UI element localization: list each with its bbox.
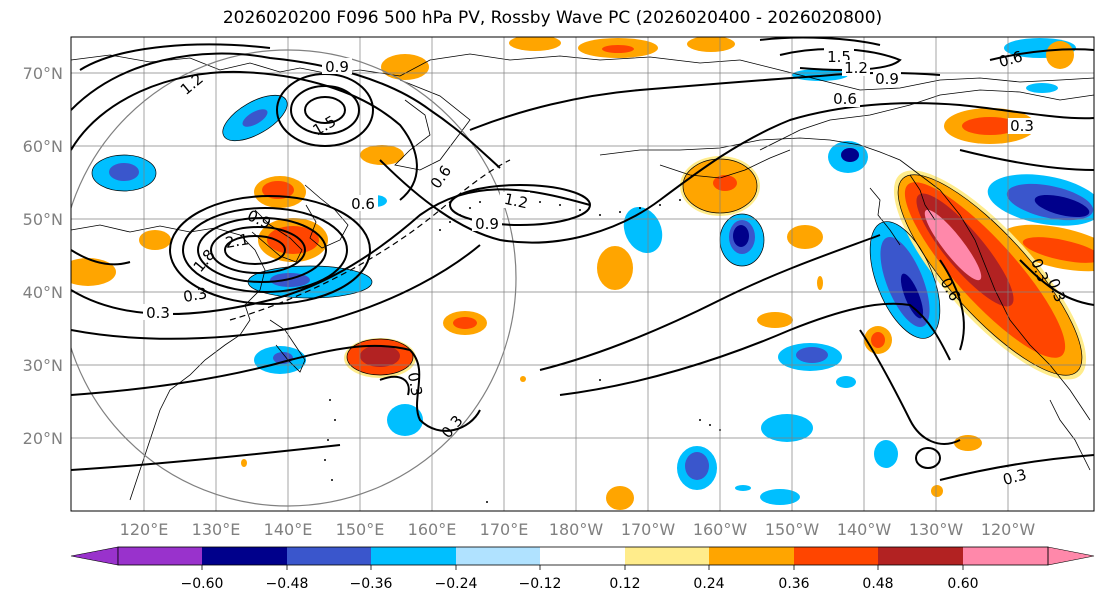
lat-label: 20°N [23, 429, 63, 448]
colorbar-tick-label: −0.12 [519, 576, 562, 592]
lat-label: 60°N [23, 137, 63, 156]
colorbar-tick-label: −0.36 [350, 576, 393, 592]
lon-label: 160°E [408, 520, 457, 539]
lon-label: 150°E [336, 520, 385, 539]
colorbar-tick-label: 0.24 [693, 576, 724, 592]
colorbar-tick-label: −0.60 [181, 576, 224, 592]
contour-label: 0.6 [997, 47, 1025, 71]
lat-label: 30°N [23, 356, 63, 375]
contour-label: 1.2 [844, 59, 868, 77]
colorbar-segment [202, 547, 287, 565]
lon-label: 140°W [837, 520, 892, 539]
colorbar-segment [709, 547, 794, 565]
colorbar-segment [456, 547, 540, 565]
colorbar-tick-label: 0.36 [778, 576, 809, 592]
contour-label: 0.6 [351, 195, 375, 213]
lon-label: 120°W [981, 520, 1036, 539]
colorbar-segment [794, 547, 878, 565]
colorbar-segment [287, 547, 371, 565]
map-border [70, 36, 1095, 512]
contour-label: 0.9 [475, 215, 499, 233]
latitude-labels: 70°N 60°N 50°N 40°N 30°N 20°N [23, 64, 63, 448]
colorbar-tick-label: −0.24 [435, 576, 478, 592]
lon-label: 130°E [192, 520, 241, 539]
colorbar-segment [625, 547, 709, 565]
contour-label: 0.3 [1010, 117, 1034, 135]
map-title: 2026020200 F096 500 hPa PV, Rossby Wave … [222, 8, 883, 28]
contour-label: 0.9 [325, 58, 349, 76]
colorbar-tick-label: −0.48 [266, 576, 309, 592]
lon-label: 180°W [549, 520, 604, 539]
longitude-labels: 120°E 130°E 140°E 150°E 160°E 170°E 180°… [120, 520, 1036, 539]
lat-label: 40°N [23, 283, 63, 302]
lon-label: 170°E [480, 520, 529, 539]
contour-label: 0.3 [1001, 465, 1029, 489]
lon-label: 150°W [765, 520, 820, 539]
lon-label: 170°W [621, 520, 676, 539]
colorbar: −0.60 −0.48 −0.36 −0.24 −0.12 0.12 0.24 … [70, 546, 1095, 592]
colorbar-segment [371, 547, 456, 565]
colorbar-tick-label: 0.48 [862, 576, 893, 592]
pv-contours [71, 37, 1094, 481]
contour-label: 2.1 [224, 230, 251, 252]
lon-label: 120°E [120, 520, 169, 539]
lon-label: 130°W [909, 520, 964, 539]
contour-label: 0.3 [146, 304, 170, 322]
colorbar-tick-label: 0.12 [609, 576, 640, 592]
trajectory-line [229, 159, 511, 321]
lon-label: 140°E [264, 520, 313, 539]
lon-label: 160°W [693, 520, 748, 539]
colorbar-extend-high [1047, 546, 1095, 566]
colorbar-segment [540, 547, 625, 565]
radius-circle [71, 49, 517, 507]
colorbar-tick-label: 0.60 [947, 576, 978, 592]
contour-label: 0.3 [182, 284, 209, 306]
lat-label: 50°N [23, 210, 63, 229]
colorbar-segment [963, 547, 1048, 565]
contour-label: 0.9 [875, 70, 899, 88]
lat-label: 70°N [23, 64, 63, 83]
colorbar-segment [118, 547, 202, 565]
colorbar-extend-low [70, 546, 119, 566]
colorbar-segment [878, 547, 963, 565]
pv-anomaly-fills [71, 37, 1094, 510]
contour-label: 0.6 [833, 90, 857, 108]
contour-label: 1.2 [502, 190, 529, 213]
contour-label: 0.3 [404, 371, 426, 398]
